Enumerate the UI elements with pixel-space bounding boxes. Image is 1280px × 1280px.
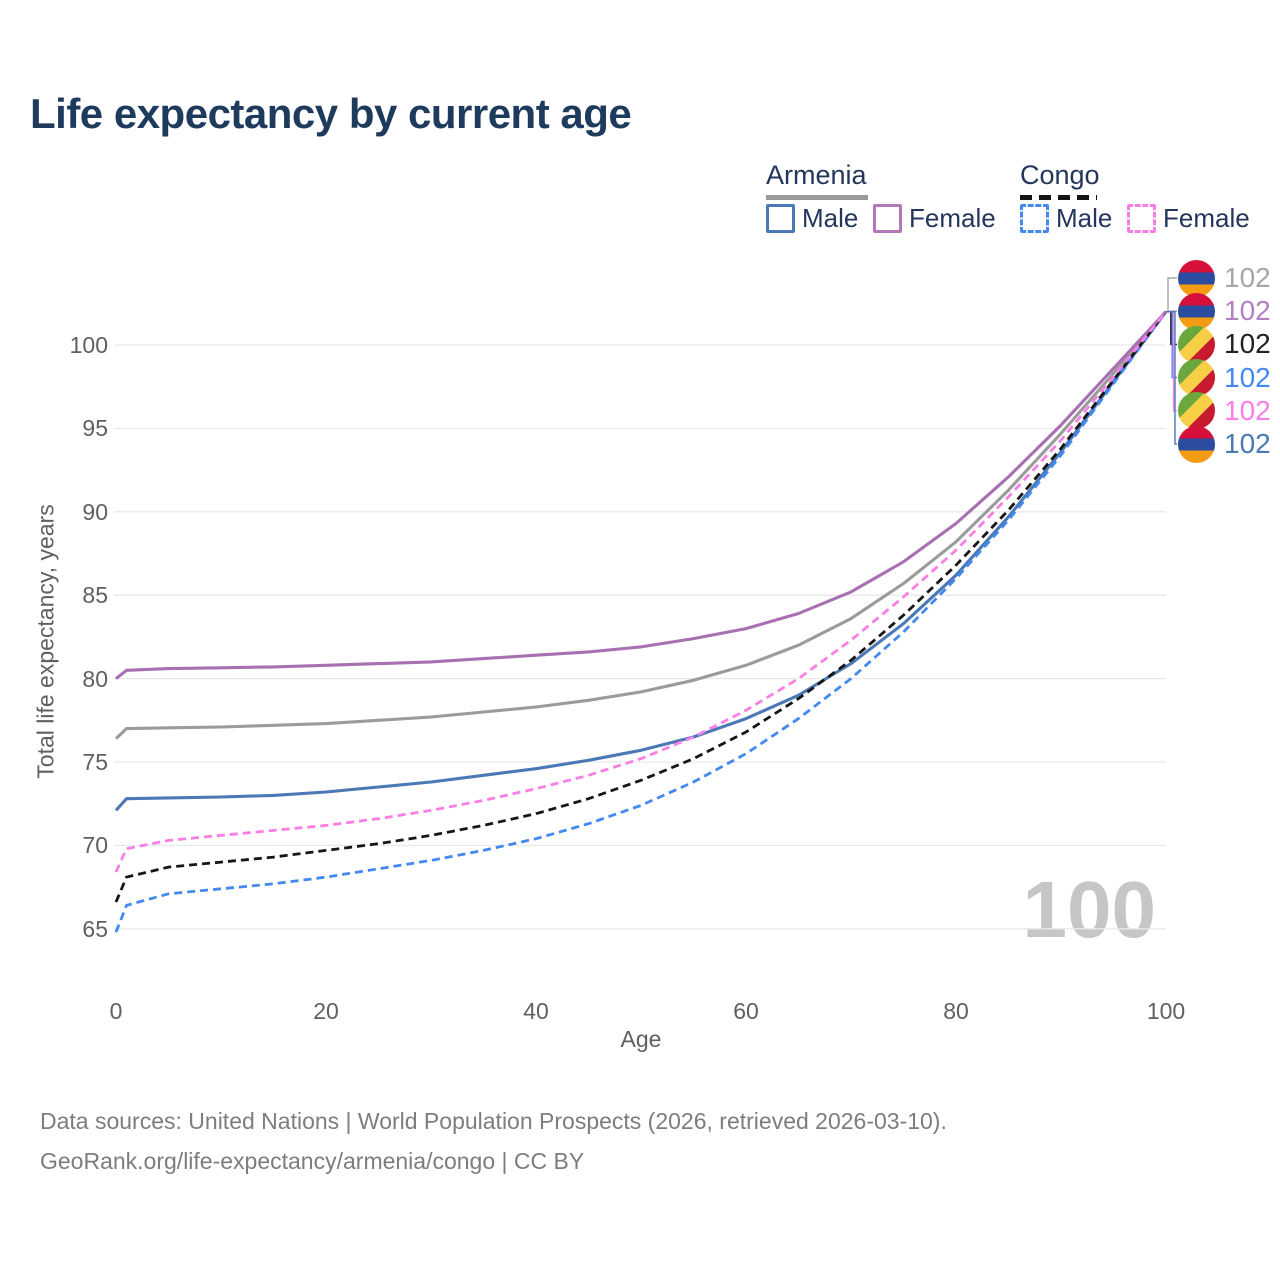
armenia-flag-icon [1178,259,1215,297]
end-value-label: 102 [1224,361,1271,393]
armenia-female-swatch-icon[interactable] [873,204,902,233]
series-line-armenia-female[interactable] [115,310,1168,680]
hover-x-watermark: 100 [1022,865,1156,954]
legend-item-armenia-female[interactable]: Female [873,203,996,234]
x-tick-label: 20 [313,998,339,1024]
congo-flag-icon [1178,392,1215,430]
end-value-label: 102 [1224,295,1271,327]
armenia-flag-icon [1178,292,1215,330]
end-label-row-armenia-male: 102 [1178,425,1271,463]
end-value-label: 102 [1224,394,1271,426]
legend-item-congo-male[interactable]: Male [1020,203,1112,234]
y-tick-label: 65 [82,915,108,942]
source-line-2: GeoRank.org/life-expectancy/armenia/cong… [40,1148,585,1174]
y-tick-label: 80 [82,665,108,692]
y-tick-label: 100 [69,332,108,358]
legend-armenia-label: Armenia [766,160,867,190]
end-label-row-congo-male: 102 [1178,359,1271,397]
end-label-row-congo-female: 102 [1178,392,1271,430]
end-label-connector [1166,310,1177,445]
end-label-row-armenia-total: 102 [1178,259,1271,297]
legend-congo-label: Congo [1020,160,1100,190]
legend-label: Female [909,203,996,233]
legend-group-congo: Congo [1020,160,1100,200]
y-axis-title: Total life expectancy, years [32,504,59,779]
legend-group-armenia: Armenia [766,160,868,200]
congo-line-style-swatch [1020,195,1097,200]
armenia-flag-icon [1178,425,1215,463]
legend-item-armenia-male[interactable]: Male [766,203,858,234]
congo-female-swatch-icon[interactable] [1127,204,1156,233]
x-tick-label: 0 [109,998,123,1024]
x-tick-label: 100 [1146,998,1186,1024]
end-value-label: 102 [1224,428,1271,459]
series-line-armenia-male[interactable] [114,310,1168,812]
congo-male-swatch-icon[interactable] [1020,204,1049,233]
series-line-armenia-total[interactable] [114,310,1168,740]
series-line-congo-total[interactable] [114,310,1168,903]
armenia-male-swatch-icon[interactable] [766,204,795,233]
series-line-congo-female[interactable] [114,310,1168,873]
x-tick-label: 80 [943,998,969,1024]
x-tick-label: 40 [523,998,549,1024]
x-tick-label: 60 [733,998,759,1024]
y-tick-label: 70 [82,832,108,859]
x-axis-title: Age [620,1026,662,1052]
y-tick-label: 75 [82,749,108,775]
legend-label: Male [802,203,859,233]
congo-flag-icon [1178,359,1215,397]
congo-flag-icon [1178,325,1215,363]
armenia-line-style-swatch [766,195,868,200]
legend-item-congo-female[interactable]: Female [1127,203,1250,234]
end-value-label: 102 [1224,262,1271,293]
end-label-row-armenia-female: 102 [1178,292,1271,330]
legend-label: Female [1163,203,1250,233]
y-tick-label: 95 [82,415,108,442]
y-tick-label: 90 [82,498,108,525]
series-line-congo-male[interactable] [114,310,1168,933]
end-label-connector [1166,277,1177,313]
source-line-1: Data sources: United Nations | World Pop… [40,1108,947,1134]
page-title: Life expectancy by current age [30,90,632,137]
end-label-row-congo-total: 102 [1178,325,1271,363]
end-value-label: 102 [1224,328,1271,360]
y-tick-label: 85 [82,582,108,609]
legend-label: Male [1056,203,1113,233]
